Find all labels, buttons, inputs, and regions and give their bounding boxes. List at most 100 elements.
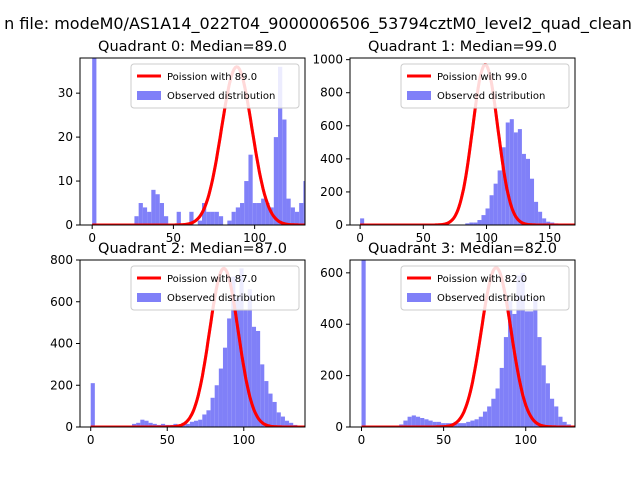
histogram-bar <box>276 412 281 427</box>
histogram-bar <box>462 423 467 427</box>
histogram-bar <box>138 203 143 225</box>
histogram-bar <box>282 119 287 225</box>
histogram-bar <box>294 211 300 225</box>
y-tick-label: 800 <box>50 253 73 267</box>
poisson-curve <box>360 63 575 225</box>
histogram-bar <box>264 381 269 427</box>
y-tick-label: 400 <box>50 337 73 351</box>
histogram-bar <box>210 397 215 427</box>
histogram-bar <box>524 311 530 427</box>
histogram-bar <box>142 207 148 225</box>
histogram-bar <box>136 422 141 427</box>
y-tick-label: 20 <box>58 130 73 144</box>
histogram-bar <box>132 423 137 427</box>
quadrant-1-panel: 0 50 100 150 0 200 400 600 800 1000 Quadrant 1: Me… <box>312 39 576 245</box>
y-tick-label: 200 <box>50 378 73 392</box>
histogram-bar <box>269 207 274 225</box>
histogram-bar <box>147 211 152 225</box>
histogram-bar <box>491 398 496 427</box>
x-tick-label: 50 <box>166 231 181 245</box>
histogram-bar <box>415 416 421 427</box>
histogram-bar <box>465 223 470 225</box>
histogram-bar <box>537 337 542 427</box>
axes-frame <box>349 259 576 428</box>
histogram-bar <box>503 337 509 427</box>
histogram-bar <box>280 416 285 427</box>
histogram-bar <box>538 211 543 225</box>
y-tick-label: 600 <box>320 119 343 133</box>
histogram-bar <box>478 416 483 427</box>
histogram-bar <box>261 198 266 225</box>
histogram-bar <box>516 275 521 427</box>
legend-bar-swatch <box>407 293 431 302</box>
legend-bar-swatch <box>137 293 161 302</box>
histogram-bar <box>202 203 207 225</box>
histogram-bar <box>493 183 498 225</box>
histogram-bar <box>206 410 211 427</box>
histogram-bar <box>495 388 500 427</box>
histogram-bar <box>260 364 265 427</box>
histogram-bar <box>189 421 195 427</box>
histogram-bar <box>407 416 412 427</box>
histogram-bar <box>329 221 333 225</box>
histogram-bar <box>235 207 241 225</box>
histogram-bar <box>411 415 416 427</box>
histogram-bar <box>512 313 517 427</box>
quadrant-2-panel: 0 50 100 0 200 400 600 800 Quadrant 2: Median=87… <box>50 241 306 447</box>
y-tick-label: 0 <box>65 218 73 232</box>
legend: Poission with 89.0 Observed distribution <box>130 63 300 109</box>
x-tick-label: 0 <box>356 231 364 245</box>
histogram-bar <box>160 423 166 427</box>
legend-label-poisson: Poission with 99.0 <box>437 72 527 83</box>
y-tick-label: 600 <box>320 266 343 280</box>
histogram-bar <box>482 411 488 427</box>
x-tick-label: 50 <box>436 433 451 447</box>
y-tick-label: 400 <box>320 317 343 331</box>
legend-box <box>400 265 570 311</box>
histogram-bar <box>575 426 579 427</box>
x-tick-label: 100 <box>232 433 255 447</box>
legend: Poission with 99.0 Observed distribution <box>400 63 570 109</box>
histogram-bar <box>222 347 228 427</box>
histogram-bar <box>278 66 283 225</box>
poisson-curve <box>90 266 305 427</box>
histogram-bar <box>284 420 290 427</box>
histogram-bar <box>485 208 490 225</box>
histogram-bar <box>541 365 546 427</box>
histogram-bar <box>134 216 139 225</box>
histogram-bar <box>542 218 547 225</box>
histogram-bar <box>424 419 429 427</box>
y-tick-label: 0 <box>335 218 343 232</box>
histogram-bar <box>159 203 164 225</box>
histogram-bar <box>361 260 366 427</box>
histogram-bar <box>505 122 510 225</box>
histogram-bar <box>227 220 232 225</box>
y-tick-label: 0 <box>335 420 343 434</box>
histogram-bar <box>499 367 504 427</box>
histogram-bar <box>256 203 262 225</box>
x-tick-label: 0 <box>358 433 366 447</box>
legend-box <box>130 265 300 311</box>
histogram-bar <box>520 272 525 427</box>
legend-label-poisson: Poission with 82.0 <box>437 274 527 285</box>
histogram-bar <box>214 385 219 427</box>
legend-bar-swatch <box>137 91 161 100</box>
histogram-bar <box>441 423 446 427</box>
histogram-bar <box>466 421 471 427</box>
histogram-bar <box>155 194 160 225</box>
histogram-bar <box>202 414 207 427</box>
x-tick-label: 150 <box>538 231 561 245</box>
quadrant-0-title: Quadrant 0: Median=89.0 <box>98 39 287 55</box>
histogram-bar <box>545 383 550 427</box>
histogram-bar <box>227 318 232 427</box>
histogram-bar <box>469 222 474 225</box>
histogram-bar <box>163 216 169 225</box>
histogram-bar <box>470 420 475 427</box>
histogram-bar <box>558 416 563 427</box>
histogram-bar <box>194 420 199 427</box>
quadrant-3-title: Quadrant 3: Median=82.0 <box>368 241 557 257</box>
histogram-bar <box>530 178 535 225</box>
poisson-curve <box>361 266 575 427</box>
histogram-bar <box>231 276 236 427</box>
